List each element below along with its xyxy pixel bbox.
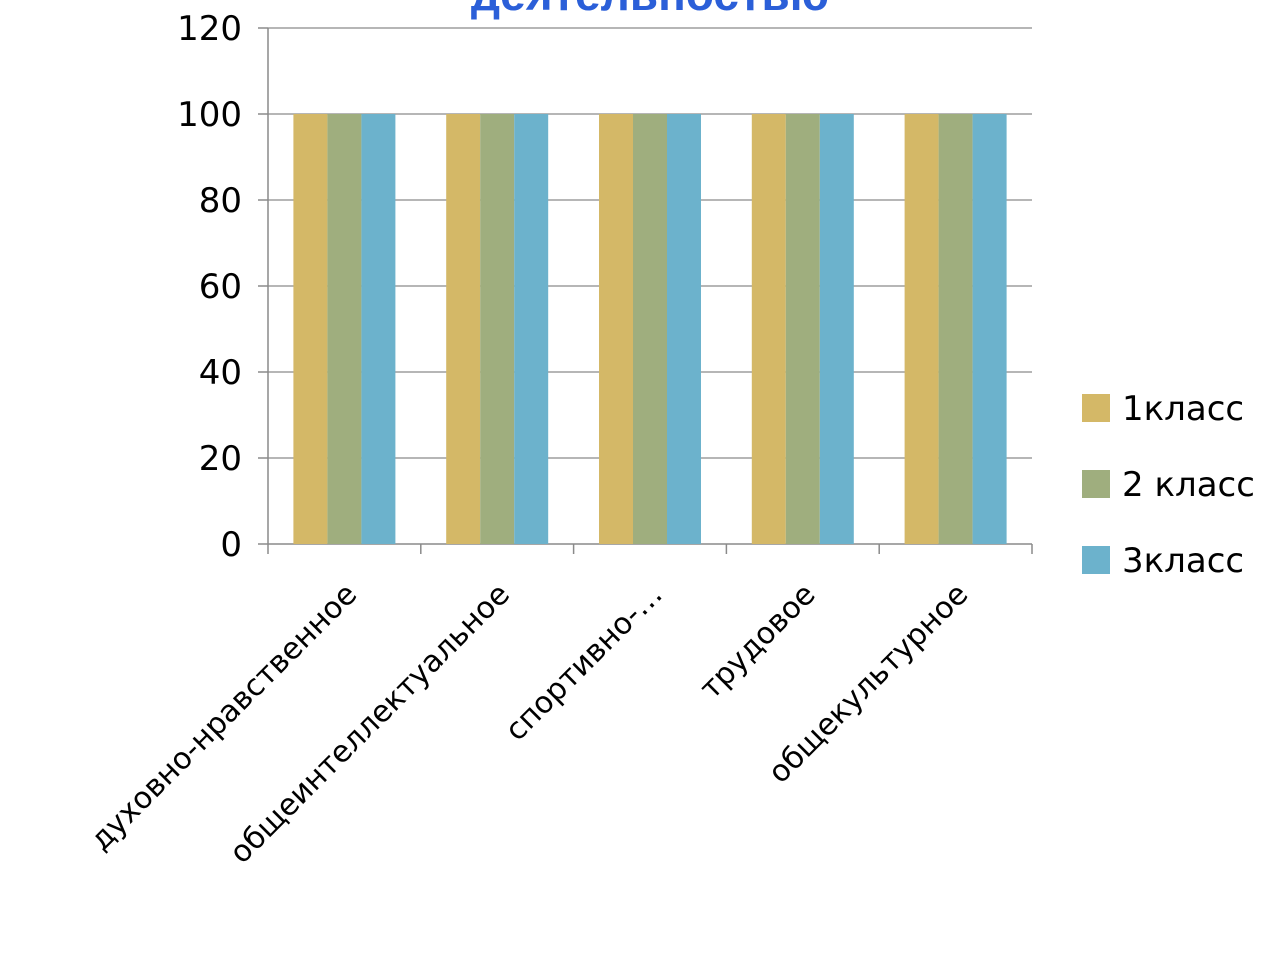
legend-swatch — [1082, 546, 1110, 574]
bar — [667, 114, 701, 544]
bar — [514, 114, 549, 544]
y-tick-label: 40 — [199, 353, 242, 393]
bar — [785, 114, 820, 544]
bar — [327, 114, 362, 544]
bar — [599, 114, 633, 544]
legend-swatch — [1082, 470, 1110, 498]
y-tick-label: 20 — [199, 439, 242, 479]
legend-label: 2 класс — [1122, 465, 1255, 505]
y-tick-label: 120 — [177, 9, 242, 49]
x-tick-label: трудовое — [693, 577, 822, 706]
bar — [751, 114, 786, 544]
x-tick-label: общеинтеллектуальное — [223, 577, 517, 871]
bar — [633, 114, 667, 544]
bar — [480, 114, 515, 544]
x-tick-label: духовно-нравственное — [83, 577, 364, 858]
bars — [293, 114, 1007, 544]
legend-label: 3класс — [1122, 541, 1244, 581]
chart-title: деятельностью — [471, 0, 829, 20]
bar — [293, 114, 328, 544]
bar — [972, 114, 1007, 544]
y-tick-label: 80 — [199, 181, 242, 221]
bar — [446, 114, 481, 544]
y-tick-label: 60 — [199, 267, 242, 307]
bar — [938, 114, 973, 544]
x-tick-label: спортивно-… — [499, 577, 670, 748]
x-axis-tick-labels: духовно-нравственноеобщеинтеллектуальное… — [83, 577, 975, 871]
y-tick-label: 0 — [220, 525, 242, 565]
bar — [819, 114, 854, 544]
y-tick-label: 100 — [177, 95, 242, 135]
bar — [904, 114, 939, 544]
legend-swatch — [1082, 394, 1110, 422]
legend-label: 1класс — [1122, 389, 1244, 429]
legend: 1класс 2 класс 3класс — [1082, 389, 1255, 581]
bar — [361, 114, 396, 544]
y-axis-tick-labels: 0 20 40 60 80 100 120 — [177, 9, 242, 565]
